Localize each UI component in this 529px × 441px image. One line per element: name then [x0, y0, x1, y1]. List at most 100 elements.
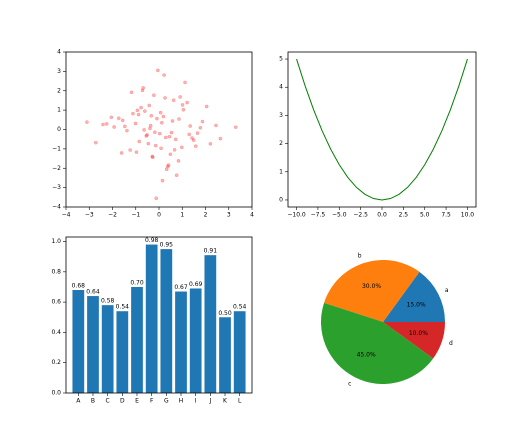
y-tick-label: 4	[57, 49, 61, 56]
point	[198, 125, 203, 130]
x-tick-label: B	[91, 398, 95, 405]
percent-label: 30.0%	[362, 283, 381, 290]
point	[167, 134, 172, 139]
x-tick-label: −2	[108, 212, 117, 219]
y-tick-label: −1	[52, 145, 61, 152]
point	[177, 117, 181, 121]
x-tick-label: C	[106, 398, 110, 405]
point	[145, 133, 149, 137]
value-label: 0.91	[204, 248, 218, 255]
point	[116, 116, 121, 121]
x-tick-label: 0.0	[377, 212, 387, 219]
point	[137, 139, 142, 144]
point	[204, 104, 209, 109]
axes-frame	[65, 51, 253, 208]
x-tick-label: 2.5	[399, 212, 409, 219]
y-tick-label: 4	[279, 84, 283, 91]
point	[163, 135, 168, 140]
x-tick-label: 0	[157, 212, 161, 219]
point	[136, 112, 141, 117]
y-tick-label: 0.8	[51, 268, 61, 275]
x-tick-label: −10.0	[287, 212, 306, 219]
x-tick-label: −4	[62, 212, 71, 219]
point	[179, 145, 184, 150]
point	[149, 113, 154, 118]
point	[120, 118, 125, 123]
point	[168, 152, 173, 157]
percent-label: 10.0%	[409, 330, 428, 337]
point	[142, 128, 146, 132]
x-tick-label: L	[238, 398, 242, 405]
x-tick-label: I	[195, 398, 197, 405]
bar	[72, 290, 85, 393]
pie-slice	[383, 271, 445, 322]
point	[164, 167, 169, 172]
y-tick-label: −4	[52, 204, 61, 211]
point	[195, 131, 200, 135]
point	[208, 142, 213, 146]
bar	[189, 288, 202, 393]
point	[153, 143, 158, 148]
point	[139, 105, 143, 110]
x-tick-label: A	[76, 398, 81, 405]
x-tick-label: 10.0	[461, 212, 475, 219]
bar	[160, 249, 173, 393]
y-tick-label: 0.6	[51, 299, 61, 306]
x-tick-label: E	[135, 398, 139, 405]
slice-label: d	[449, 340, 453, 347]
point	[163, 96, 167, 100]
point	[218, 136, 223, 141]
x-tick-label: K	[223, 398, 228, 405]
point	[181, 107, 186, 112]
point	[158, 110, 163, 115]
y-tick-label: −2	[52, 165, 61, 172]
point	[112, 125, 116, 129]
point	[166, 163, 171, 167]
point	[101, 122, 105, 127]
point	[161, 114, 166, 119]
slice-label: b	[358, 252, 362, 259]
percent-label: 45.0%	[357, 352, 376, 359]
point	[85, 120, 89, 124]
y-tick-label: 0	[57, 126, 61, 133]
point	[123, 124, 127, 129]
point	[155, 116, 159, 121]
x-tick-label: −7.5	[311, 212, 326, 219]
point	[128, 148, 132, 152]
pie-slice	[324, 260, 420, 322]
point	[140, 88, 145, 93]
value-label: 0.54	[233, 304, 247, 311]
x-tick-label: J	[208, 398, 211, 405]
y-tick-label: 0.4	[51, 329, 61, 336]
y-tick-label: −3	[52, 184, 61, 191]
point	[191, 138, 196, 142]
bar	[233, 311, 246, 393]
percent-label: 15.0%	[407, 302, 426, 309]
x-tick-label: F	[150, 398, 154, 405]
y-tick-label: 0.0	[51, 390, 61, 397]
point	[172, 148, 177, 152]
point	[154, 196, 159, 201]
x-tick-label: −5.0	[332, 212, 347, 219]
point	[104, 122, 109, 126]
point	[119, 151, 124, 155]
axes-frame	[65, 236, 253, 394]
x-tick-label: 5.0	[420, 212, 430, 219]
point	[150, 154, 155, 159]
point	[141, 86, 145, 90]
point	[156, 68, 160, 73]
point	[153, 130, 157, 135]
y-tick-label: 1	[57, 107, 61, 114]
point	[160, 178, 165, 183]
value-label: 0.68	[72, 283, 86, 290]
point	[147, 103, 152, 108]
point	[190, 136, 194, 140]
point	[143, 109, 147, 113]
point	[169, 130, 174, 135]
point	[214, 123, 218, 128]
x-tick-label: 3	[227, 212, 231, 219]
point	[159, 146, 163, 151]
x-tick-label: 7.5	[441, 212, 451, 219]
point	[135, 108, 140, 113]
point	[200, 119, 205, 124]
